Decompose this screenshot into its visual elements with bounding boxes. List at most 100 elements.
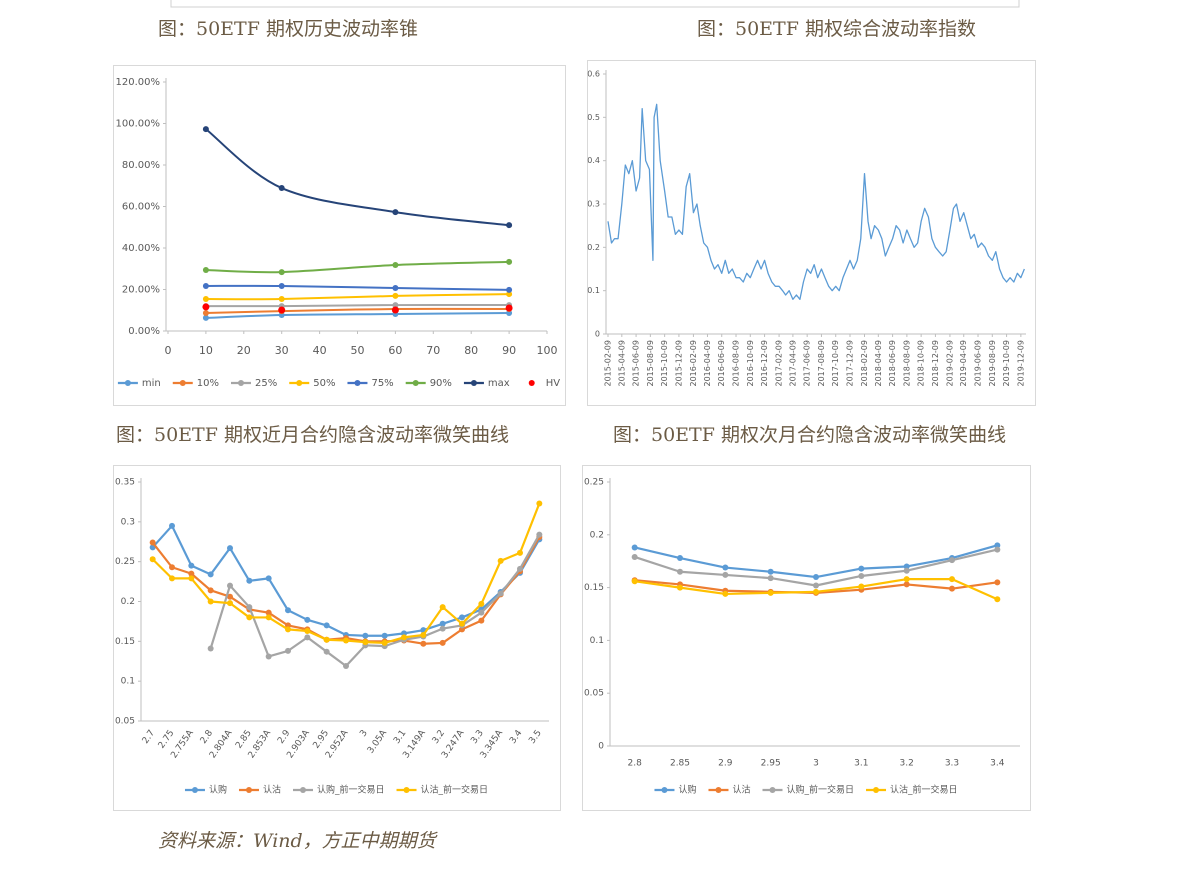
x-tick-label: 70 bbox=[426, 344, 440, 357]
series-marker bbox=[304, 634, 311, 641]
legend-marker bbox=[237, 380, 244, 386]
x-tick-label: 2.85 bbox=[670, 759, 690, 769]
legend-label: 10% bbox=[197, 378, 219, 389]
series-marker bbox=[536, 531, 543, 538]
legend-label: min bbox=[142, 378, 161, 389]
x-tick-label: 2019-08-09 bbox=[988, 340, 997, 387]
legend-item: 75% bbox=[347, 378, 394, 389]
series-marker bbox=[767, 589, 774, 596]
x-tick-label: 2019-10-09 bbox=[1002, 340, 1011, 387]
x-tick-label: 2016-10-09 bbox=[746, 340, 755, 387]
chart-frame bbox=[582, 465, 1031, 811]
series-marker bbox=[858, 583, 865, 590]
chart: 图：50ETF 期权次月合约隐含波动率微笑曲线 0 0.05 0.1 0.15 0.2 0.… bbox=[582, 424, 1031, 811]
chart-title: 图：50ETF 期权历史波动率锥 bbox=[158, 18, 418, 40]
series-marker bbox=[505, 304, 513, 312]
x-tick-label: 2017-10-09 bbox=[831, 340, 840, 387]
y-tick-label: 0.3 bbox=[587, 200, 600, 209]
y-tick-label: 0 bbox=[595, 330, 600, 339]
legend-label: 认购 bbox=[209, 784, 227, 796]
y-tick-label: 120.00% bbox=[116, 77, 161, 88]
x-tick-label: 2018-12-09 bbox=[931, 340, 940, 387]
series-marker bbox=[439, 625, 446, 632]
series-line bbox=[205, 293, 510, 301]
series-marker bbox=[227, 600, 233, 607]
series-marker bbox=[392, 302, 399, 309]
series-marker bbox=[401, 634, 407, 641]
series-marker bbox=[278, 306, 286, 314]
legend-label: HV bbox=[546, 378, 561, 389]
x-tick-label: 2.9 bbox=[718, 759, 733, 769]
series-marker bbox=[343, 637, 349, 644]
series-marker bbox=[813, 574, 819, 581]
series-marker bbox=[392, 285, 399, 292]
series-marker bbox=[420, 631, 427, 638]
legend-item: 认购 bbox=[654, 784, 696, 796]
series-marker bbox=[392, 262, 399, 269]
series-marker bbox=[903, 567, 910, 574]
legend-label: 认沽_前一交易日 bbox=[890, 784, 958, 796]
series-marker bbox=[631, 544, 638, 551]
legend-marker bbox=[179, 380, 186, 386]
x-tick-label: 10 bbox=[199, 344, 213, 357]
y-tick-label: 0.1 bbox=[587, 286, 600, 295]
y-tick-label: 0.05 bbox=[115, 717, 135, 727]
legend-marker bbox=[412, 380, 419, 386]
series-marker bbox=[631, 578, 638, 585]
series-marker bbox=[202, 282, 209, 289]
legend-item: 认购_前一交易日 bbox=[293, 784, 385, 796]
y-tick-label: 0.3 bbox=[121, 517, 135, 527]
series-marker bbox=[202, 296, 209, 303]
series-marker bbox=[677, 555, 683, 562]
series-marker bbox=[202, 309, 209, 316]
series-marker bbox=[265, 614, 272, 621]
series-marker bbox=[265, 609, 272, 616]
series-marker bbox=[903, 576, 910, 583]
series-line bbox=[205, 284, 510, 291]
series-marker bbox=[343, 663, 349, 670]
x-tick-label: 2017-02-09 bbox=[775, 340, 784, 387]
y-tick-label: 20.00% bbox=[122, 285, 160, 296]
series-marker bbox=[285, 647, 291, 654]
series-marker bbox=[149, 539, 156, 546]
legend-label: 25% bbox=[255, 378, 277, 389]
y-tick-label: 0.00% bbox=[128, 326, 160, 337]
legend-label: 50% bbox=[313, 378, 335, 389]
y-tick-label: 0.1 bbox=[121, 677, 135, 687]
series-marker bbox=[202, 266, 209, 273]
series-line bbox=[209, 534, 541, 668]
x-tick-label: 3.3 bbox=[945, 759, 959, 769]
series-marker bbox=[722, 571, 729, 578]
series-line bbox=[205, 260, 510, 274]
series-marker bbox=[246, 604, 253, 611]
series-marker bbox=[227, 545, 233, 552]
legend-label: 认沽 bbox=[732, 784, 750, 796]
legend-marker bbox=[124, 380, 131, 386]
series-marker bbox=[858, 565, 865, 572]
series-marker bbox=[722, 564, 729, 571]
legend-item: 10% bbox=[172, 378, 219, 389]
series-marker bbox=[278, 185, 285, 192]
series-marker bbox=[949, 557, 955, 564]
series-marker bbox=[202, 126, 209, 133]
series-marker bbox=[459, 620, 465, 627]
series-marker bbox=[722, 590, 729, 597]
series-marker bbox=[536, 500, 543, 507]
legend-marker bbox=[528, 380, 535, 386]
series-marker bbox=[227, 593, 233, 600]
series-marker bbox=[506, 286, 513, 293]
series-marker bbox=[207, 571, 214, 578]
series-marker bbox=[677, 584, 683, 591]
series-marker bbox=[202, 303, 210, 311]
series-marker bbox=[381, 639, 388, 646]
series-marker bbox=[188, 570, 195, 577]
series-marker bbox=[497, 590, 504, 597]
series-marker bbox=[813, 588, 819, 595]
legend-label: 认沽 bbox=[263, 784, 281, 796]
x-tick-label: 3.1 bbox=[854, 759, 868, 769]
chart-title: 图：50ETF 期权综合波动率指数 bbox=[697, 18, 976, 40]
series-marker bbox=[994, 542, 1001, 549]
series-marker bbox=[278, 269, 285, 276]
legend-item: 认购_前一交易日 bbox=[762, 784, 854, 796]
